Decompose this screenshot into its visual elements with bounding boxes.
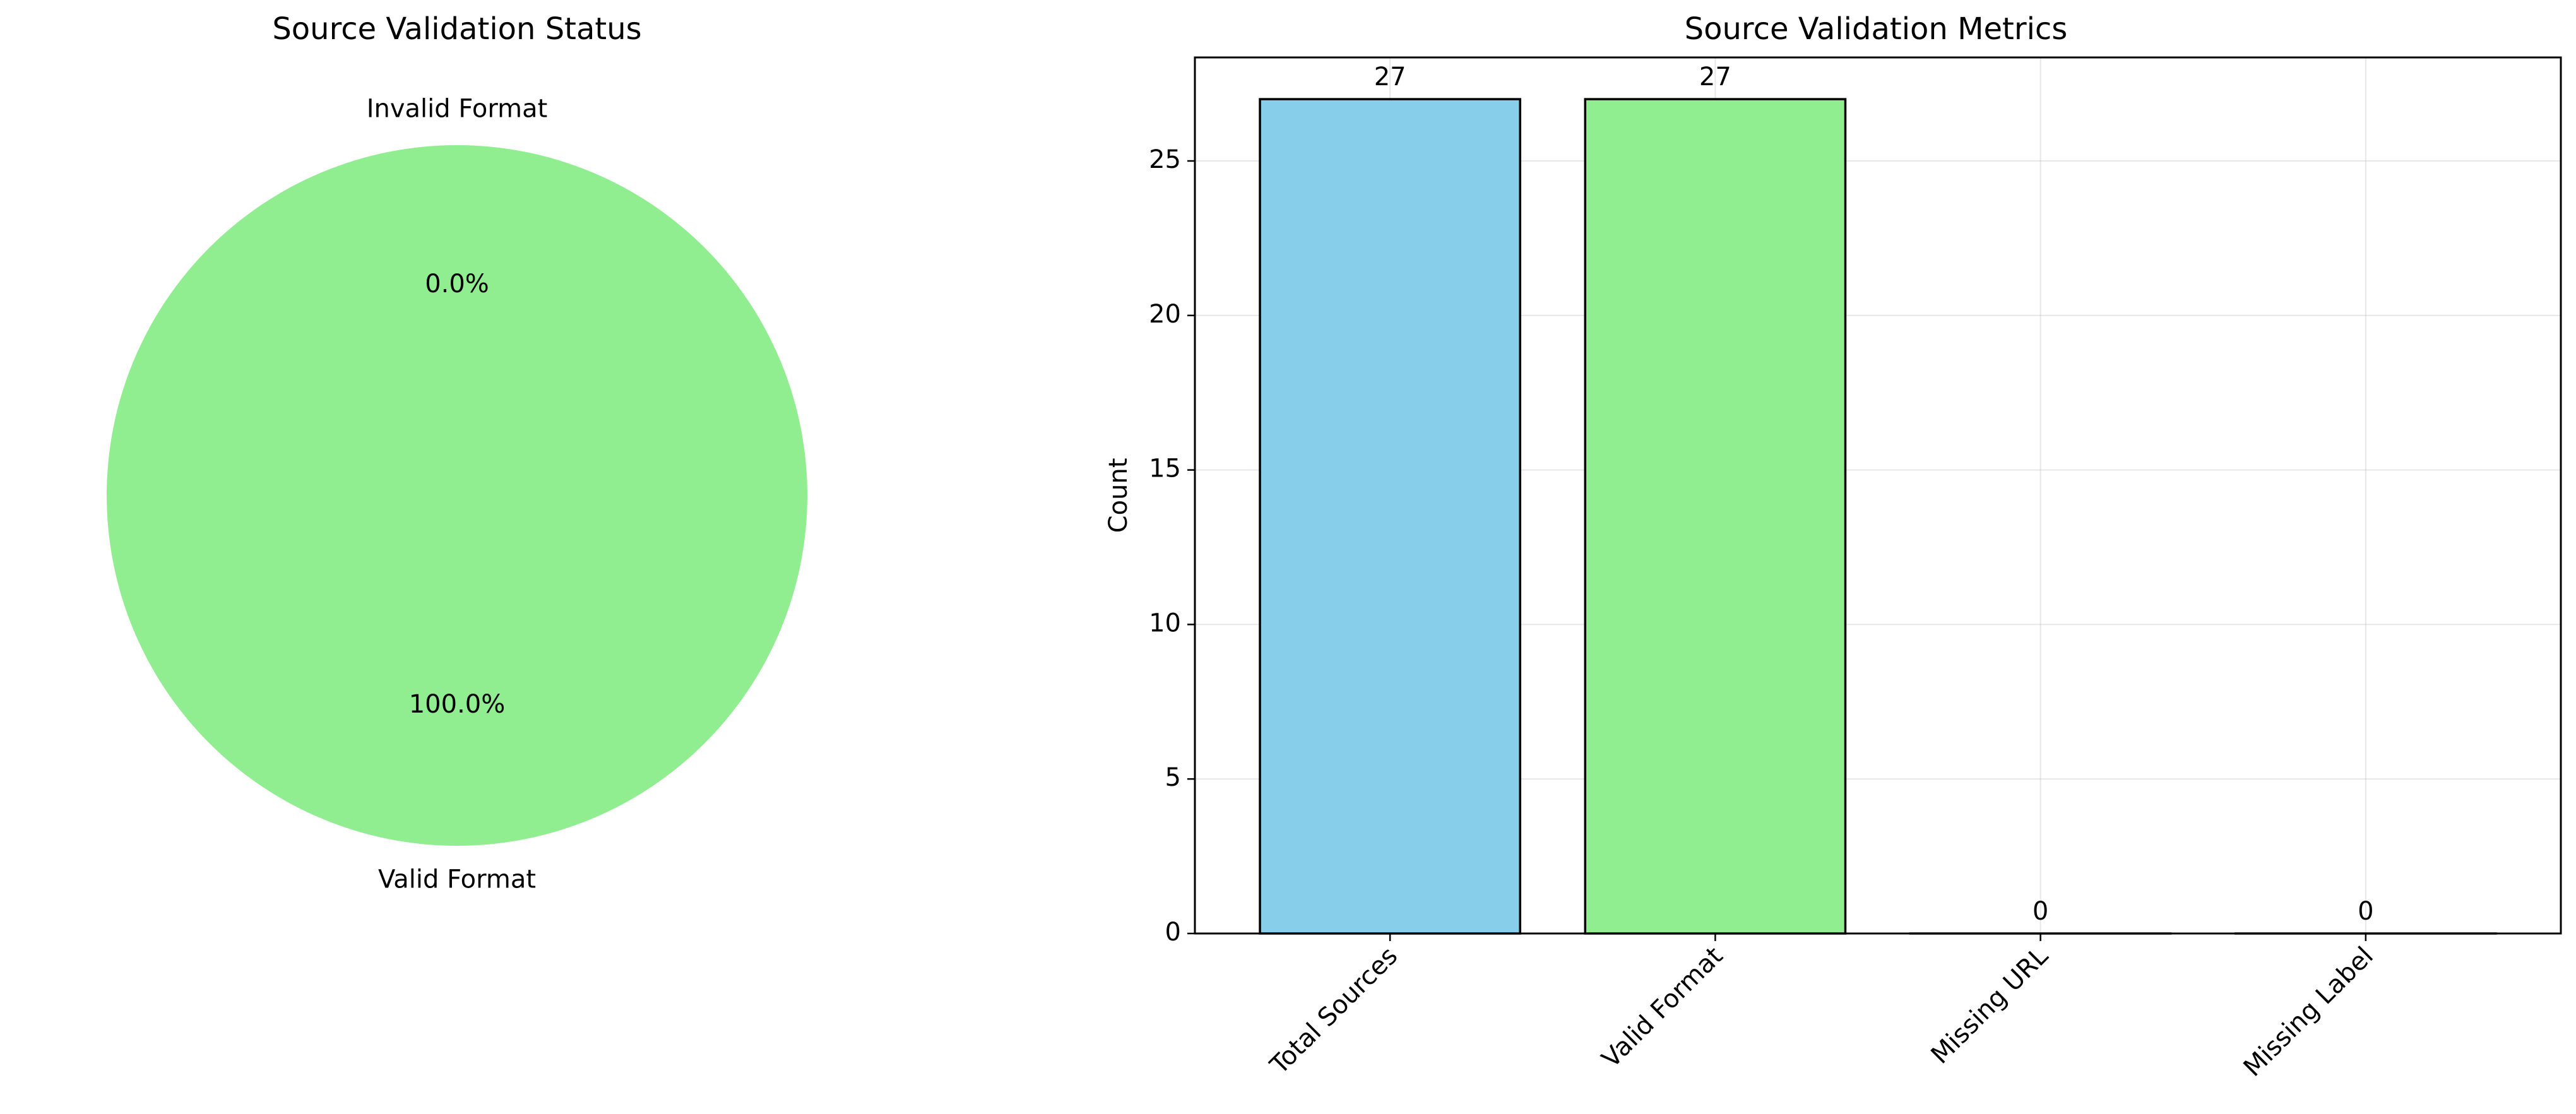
bar-value-label-missing-label: 0 xyxy=(2358,897,2373,926)
bar-value-label-missing-url: 0 xyxy=(2033,897,2048,926)
pie-chart-panel: Source Validation Status Valid Format 100… xyxy=(107,11,807,894)
bar-total-sources xyxy=(1259,98,1521,935)
pie-slices xyxy=(107,145,807,846)
plot-frame xyxy=(1194,56,2562,935)
y-axis: 0 5 10 15 20 25 xyxy=(1149,145,1195,947)
y-tick-label-0: 0 xyxy=(1165,918,1181,947)
pie-chart-title: Source Validation Status xyxy=(272,11,641,47)
y-tick-label-5: 5 xyxy=(1165,763,1181,792)
y-tick-label-10: 10 xyxy=(1149,608,1181,637)
bar-value-labels: 27 27 0 0 xyxy=(1374,62,2374,926)
bar-chart-title: Source Validation Metrics xyxy=(1685,11,2068,47)
pie-percent-valid-format: 100.0% xyxy=(409,690,506,719)
pie-label-invalid-format: Invalid Format xyxy=(367,95,548,124)
y-tick-label-15: 15 xyxy=(1149,454,1181,483)
y-tick-label-20: 20 xyxy=(1149,300,1181,329)
bar-value-label-valid-format: 27 xyxy=(1699,62,1731,92)
pie-slice-valid-format xyxy=(107,145,807,846)
pie-label-valid-format: Valid Format xyxy=(378,865,536,894)
pie-percent-invalid-format: 0.0% xyxy=(425,270,489,299)
bar-value-label-total-sources: 27 xyxy=(1374,62,1406,92)
bar-valid-format xyxy=(1584,98,1847,935)
y-axis-label: Count xyxy=(1104,458,1133,533)
pie-labels: Valid Format 100.0% Invalid Format 0.0% xyxy=(367,95,548,894)
bar-chart-bars xyxy=(1259,98,2497,935)
y-tick-label-25: 25 xyxy=(1149,145,1181,174)
